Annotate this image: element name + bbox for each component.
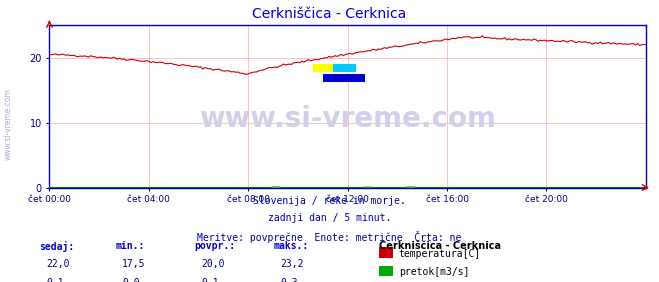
- Text: 17,5: 17,5: [122, 259, 146, 269]
- Text: pretok[m3/s]: pretok[m3/s]: [399, 267, 469, 277]
- Text: 22,0: 22,0: [46, 259, 70, 269]
- Text: temperatura[C]: temperatura[C]: [399, 249, 481, 259]
- Text: maks.:: maks.:: [273, 241, 308, 251]
- Text: 23,2: 23,2: [280, 259, 304, 269]
- Text: www.si-vreme.com: www.si-vreme.com: [199, 105, 496, 133]
- Text: min.:: min.:: [115, 241, 145, 251]
- FancyBboxPatch shape: [324, 74, 365, 82]
- Text: 0,3: 0,3: [280, 278, 298, 282]
- Text: Slovenija / reke in morje.: Slovenija / reke in morje.: [253, 196, 406, 206]
- Text: 20,0: 20,0: [201, 259, 225, 269]
- Text: povpr.:: povpr.:: [194, 241, 235, 251]
- Text: 0,1: 0,1: [201, 278, 219, 282]
- FancyBboxPatch shape: [333, 64, 356, 72]
- Text: zadnji dan / 5 minut.: zadnji dan / 5 minut.: [268, 213, 391, 223]
- Text: www.si-vreme.com: www.si-vreme.com: [4, 88, 13, 160]
- Text: 0,0: 0,0: [122, 278, 140, 282]
- Text: Meritve: povprečne  Enote: metrične  Črta: ne: Meritve: povprečne Enote: metrične Črta:…: [197, 231, 462, 243]
- Text: Cerkniščica - Cerknica: Cerkniščica - Cerknica: [379, 241, 501, 251]
- Text: Cerkniščica - Cerknica: Cerkniščica - Cerknica: [252, 7, 407, 21]
- Text: sedaj:: sedaj:: [40, 241, 74, 252]
- Text: 0,1: 0,1: [46, 278, 64, 282]
- FancyBboxPatch shape: [313, 64, 336, 72]
